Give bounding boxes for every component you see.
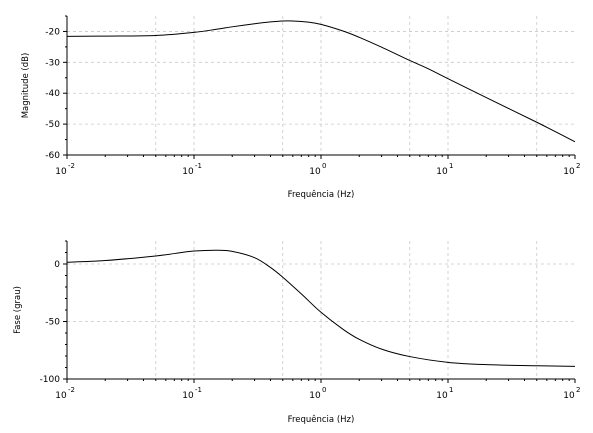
magnitude-grid <box>67 16 575 155</box>
magnitude-y-tick-label: -60 <box>45 151 60 161</box>
magnitude-x-tick-label: 10 <box>436 167 448 177</box>
phase-x-axis-label: Frequência (Hz) <box>288 414 355 425</box>
magnitude-x-tick-exponent: 0 <box>322 162 326 170</box>
phase-x-tick-exponent: -1 <box>195 386 202 394</box>
magnitude-x-tick-exponent: -1 <box>195 162 202 170</box>
phase-x-tick-label: 10 <box>436 391 448 401</box>
phase-grid <box>67 241 575 379</box>
magnitude-y-axis-label: Magnitude (dB) <box>21 53 31 119</box>
magnitude-y-tick-label: -30 <box>45 58 60 68</box>
phase-y-tick-label: -100 <box>40 375 61 385</box>
phase-y-tick-label: -50 <box>45 318 60 328</box>
magnitude-x-tick-exponent: 1 <box>449 162 453 170</box>
phase-x-tick-exponent: 1 <box>449 386 453 394</box>
magnitude-y-tick-label: -40 <box>45 89 60 99</box>
magnitude-plot: 10-210-1100101102-20-30-40-50-60Frequênc… <box>21 15 580 200</box>
phase-x-tick-exponent: -2 <box>68 386 75 394</box>
phase-x-tick-label: 10 <box>563 391 575 401</box>
phase-x-tick-exponent: 0 <box>322 386 326 394</box>
phase-y-tick-label: 0 <box>54 260 60 270</box>
magnitude-x-tick-label: 10 <box>182 167 194 177</box>
magnitude-x-tick-label: 10 <box>309 167 321 177</box>
phase-curve <box>66 249 576 367</box>
magnitude-curve <box>66 20 576 143</box>
magnitude-x-tick-exponent: 2 <box>576 162 580 170</box>
phase-x-tick-exponent: 2 <box>576 386 580 394</box>
magnitude-y-tick-label: -50 <box>45 120 60 130</box>
phase-x-tick-label: 10 <box>309 391 321 401</box>
magnitude-y-tick-label: -20 <box>45 27 60 37</box>
magnitude-x-tick-label: 10 <box>55 167 67 177</box>
phase-x-tick-label: 10 <box>182 391 194 401</box>
magnitude-x-axis-label: Frequência (Hz) <box>288 189 355 200</box>
magnitude-x-tick-label: 10 <box>563 167 575 177</box>
magnitude-x-tick-exponent: -2 <box>68 162 75 170</box>
phase-x-tick-label: 10 <box>55 391 67 401</box>
phase-y-axis-label: Fase (grau) <box>13 286 23 334</box>
